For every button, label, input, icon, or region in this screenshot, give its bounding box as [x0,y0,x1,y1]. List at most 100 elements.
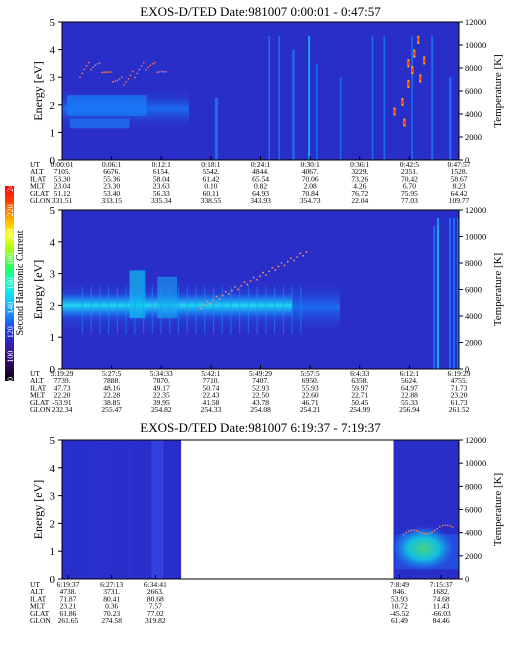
temperature-point [101,71,103,74]
vertical-streak [437,217,439,369]
orbit-value: 61.86 [60,609,77,618]
y2-tick-label: 0 [465,574,469,584]
temperature-point [203,304,205,306]
orbit-row-label: GLON [30,616,51,625]
temperature-point [85,64,88,67]
orbit-value: 7407. [252,376,269,385]
orbit-table: UTALTILATMLTGLATGLON5:19:297739.47.7322.… [30,369,471,414]
orbit-value: 6.70 [403,182,416,191]
colorbar-tick: 180 [6,253,15,265]
vertical-streak [129,440,131,579]
colorbar-tick: 240 [6,180,15,192]
orbit-value: 50.45 [351,398,368,407]
orbit-value: 38.85 [103,398,120,407]
orbit-value: 22.28 [103,391,120,400]
temperature-point [132,70,134,73]
y-tick-label: 3 [50,491,56,503]
orbit-value: 51.12 [54,189,71,198]
orbit-value: 4738. [60,587,77,596]
y-tick-label: 3 [50,269,56,281]
vertical-streak [291,286,293,335]
orbit-value: -53.91 [52,398,72,407]
orbit-value: 53.40 [103,189,120,198]
orbit-value: 22.50 [252,391,269,400]
temperature-point [160,71,163,73]
orbit-value: 232.34 [52,405,73,414]
orbit-value: 5624. [401,376,418,385]
orbit-row-label: MLT [30,602,46,611]
hot-spot [419,76,421,81]
vertical-streak [300,286,302,335]
colorbar: Second Harmonic Current 80 100 120 140 160 18… [5,180,26,385]
orbit-value: 6358. [351,376,368,385]
orbit-value: 39.95 [153,398,170,407]
orbit-value: 22.04 [351,196,368,205]
orbit-value: 6:12:1 [400,369,419,378]
orbit-value: 0:24:1 [251,160,270,169]
vertical-streak [108,286,110,335]
orbit-value: 5:34:33 [150,369,173,378]
orbit-row-label: GLAT [30,609,50,618]
orbit-value: 60.11 [203,189,220,198]
orbit-value: 0:42:5 [400,160,419,169]
orbit-value: 7:15:37 [430,580,453,589]
orbit-value: 23.20 [451,391,468,400]
orbit-value: 7870. [153,376,170,385]
hot-spot [407,61,409,66]
orbit-value: 49.17 [153,383,170,392]
temperature-point [299,252,302,255]
orbit-value: 0:36:1 [350,160,369,169]
orbit-value: 41.58 [202,398,219,407]
orbit-row-label: GLAT [30,398,50,407]
vertical-streak [177,286,180,335]
vertical-streak [282,286,284,335]
temperature-point [103,71,105,73]
vertical-streak [116,286,118,335]
orbit-value: 70.84 [302,189,319,198]
temperature-point [147,66,149,69]
orbit-value: 343.93 [250,196,271,205]
orbit-value: 1682. [433,587,450,596]
colorbar-tick: 200 [6,229,15,241]
vertical-streak [230,286,232,335]
vertical-streak [169,286,171,335]
orbit-value: 261.52 [449,405,470,414]
temperature-point [446,524,449,527]
temperature-point [105,71,108,73]
temperature-point [402,533,405,536]
temperature-point [277,265,280,268]
vertical-streak [195,286,197,335]
temperature-point [114,80,116,83]
y-tick-label: 5 [50,17,56,29]
orbit-value: 53.93 [391,594,408,603]
orbit-value: 7710. [202,376,219,385]
energy-blob [391,526,456,571]
orbit-value: 109.77 [449,196,470,205]
orbit-value: 73.26 [351,174,368,183]
temperature-point [439,526,441,528]
vertical-streak [204,286,206,335]
spectrogram [62,210,460,369]
temperature-point [154,62,156,64]
y2-tick-label: 8000 [465,63,482,73]
orbit-value: 77.03 [401,196,418,205]
y2-tick-label: 0 [465,155,469,165]
orbit-value: 5:42:1 [201,369,220,378]
temperature-point [431,531,433,534]
orbit-value: 10.72 [391,602,408,611]
orbit-value: 23.63 [153,182,170,191]
hot-spot [417,37,419,42]
temperature-point [162,71,165,73]
energy-burst [157,276,178,319]
orbit-value: 319.82 [145,616,166,625]
orbit-row-label: ALT [30,167,44,176]
temperature-point [246,283,249,286]
temperature-point [243,281,246,284]
temperature-point [127,78,130,80]
temperature-point [268,270,271,273]
temperature-point [237,288,240,291]
vertical-streak [81,286,84,335]
temperature-point [413,529,415,531]
orbit-value: 7.57 [149,602,162,611]
panel-title: EXOS-D/TED Date:981007 0:00:01 - 0:47:57 [140,4,381,19]
